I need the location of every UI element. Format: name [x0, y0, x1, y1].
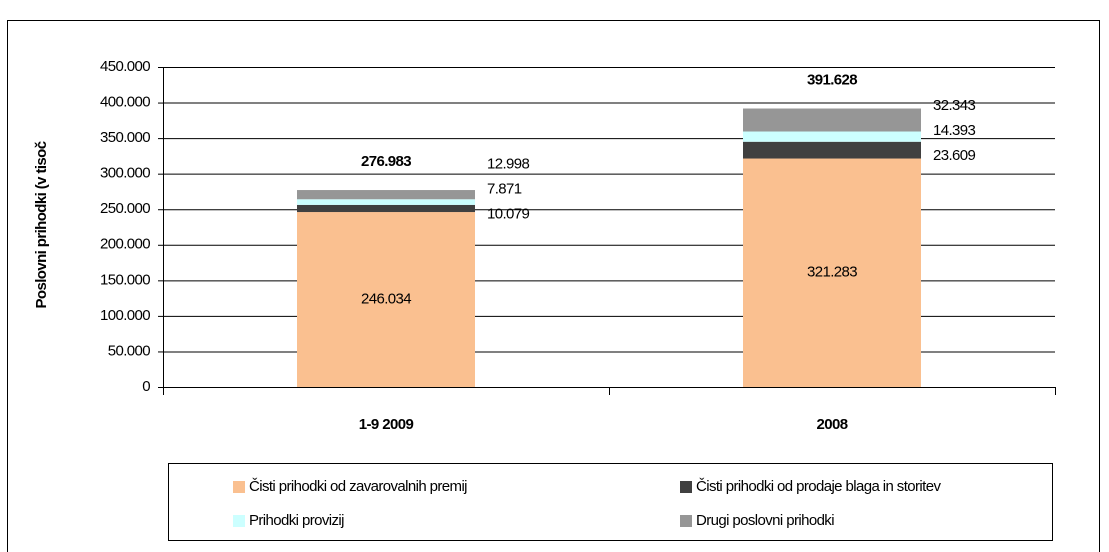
legend-label: Prihodki provizij: [249, 512, 344, 529]
data-label: 246.034: [361, 290, 411, 307]
x-tick-label: 1-9 2009: [359, 416, 414, 433]
data-label: 10.079: [487, 205, 530, 222]
bar-segment: [743, 108, 921, 132]
y-tick-label: 450.000: [100, 58, 150, 75]
bar-segment: [297, 212, 475, 387]
bar-segment: [297, 199, 475, 205]
legend-swatch: [680, 481, 692, 493]
y-tick-label: 50.000: [108, 342, 151, 359]
data-label: 12.998: [487, 155, 530, 172]
legend-swatch: [680, 515, 692, 527]
y-tick-label: 300.000: [100, 165, 150, 182]
total-label: 391.628: [807, 71, 857, 88]
bar-segment: [297, 204, 475, 213]
data-label: 23.609: [933, 147, 976, 164]
legend-label: Čisti prihodki od prodaje blaga in stori…: [696, 478, 941, 495]
bar-segment: [297, 190, 475, 200]
bar-segment: [743, 141, 921, 159]
total-label: 276.983: [361, 153, 411, 170]
legend-swatch: [233, 481, 245, 493]
y-tick-label: 0: [142, 378, 150, 395]
y-tick-label: 200.000: [100, 236, 150, 253]
bar-segment: [743, 158, 921, 387]
y-tick-label: 350.000: [100, 129, 150, 146]
data-label: 32.343: [933, 97, 976, 114]
x-tick-label: 2008: [817, 416, 848, 433]
data-label: 321.283: [807, 264, 857, 281]
legend-label: Drugi poslovni prihodki: [696, 512, 834, 529]
y-tick-label: 250.000: [100, 200, 150, 217]
legend-swatch: [233, 515, 245, 527]
bar-segment: [743, 131, 921, 142]
data-label: 7.871: [487, 180, 522, 197]
y-tick-label: 150.000: [100, 271, 150, 288]
legend-label: Čisti prihodki od zavarovalnih premij: [249, 478, 467, 495]
legend-box: [168, 463, 1053, 541]
y-tick-label: 100.000: [100, 307, 150, 324]
y-axis-label: Poslovni prihodki (v tisoč: [33, 141, 50, 308]
data-label: 14.393: [933, 122, 976, 139]
y-tick-label: 400.000: [100, 94, 150, 111]
